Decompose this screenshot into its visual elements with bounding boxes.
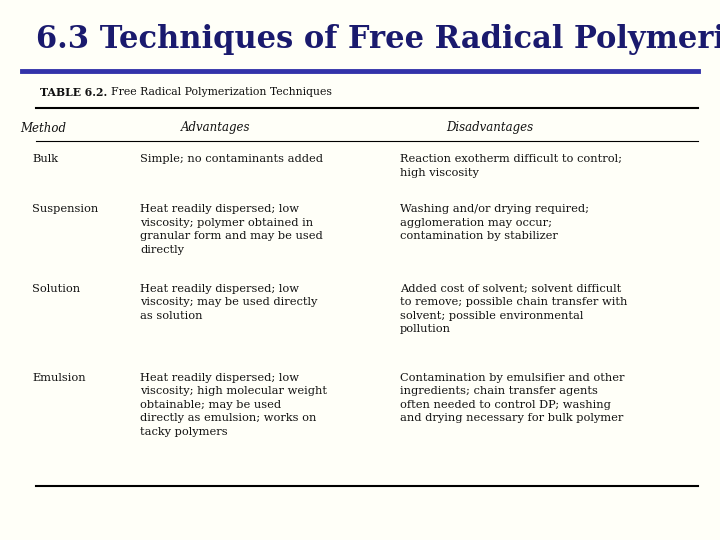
Text: Washing and/or drying required;
agglomeration may occur;
contamination by stabil: Washing and/or drying required; agglomer…: [400, 204, 589, 241]
Text: Advantages: Advantages: [181, 122, 251, 134]
Text: Heat readily dispersed; low
viscosity; polymer obtained in
granular form and may: Heat readily dispersed; low viscosity; p…: [140, 204, 323, 255]
Text: Reaction exotherm difficult to control;
high viscosity: Reaction exotherm difficult to control; …: [400, 154, 621, 178]
Text: Simple; no contaminants added: Simple; no contaminants added: [140, 154, 323, 164]
Text: Added cost of solvent; solvent difficult
to remove; possible chain transfer with: Added cost of solvent; solvent difficult…: [400, 284, 627, 334]
Text: Method: Method: [20, 122, 66, 134]
Text: Free Radical Polymerization Techniques: Free Radical Polymerization Techniques: [104, 87, 332, 98]
Text: Suspension: Suspension: [32, 204, 99, 214]
Text: Heat readily dispersed; low
viscosity; may be used directly
as solution: Heat readily dispersed; low viscosity; m…: [140, 284, 318, 321]
Text: TABLE 6.2.: TABLE 6.2.: [40, 87, 107, 98]
Text: Bulk: Bulk: [32, 154, 58, 164]
Text: 6.3 Techniques of Free Radical Polymerization.: 6.3 Techniques of Free Radical Polymeriz…: [36, 24, 720, 55]
Text: Disadvantages: Disadvantages: [446, 122, 534, 134]
Text: Contamination by emulsifier and other
ingredients; chain transfer agents
often n: Contamination by emulsifier and other in…: [400, 373, 624, 423]
Text: Heat readily dispersed; low
viscosity; high molecular weight
obtainable; may be : Heat readily dispersed; low viscosity; h…: [140, 373, 328, 437]
Text: Solution: Solution: [32, 284, 81, 294]
Text: Emulsion: Emulsion: [32, 373, 86, 383]
